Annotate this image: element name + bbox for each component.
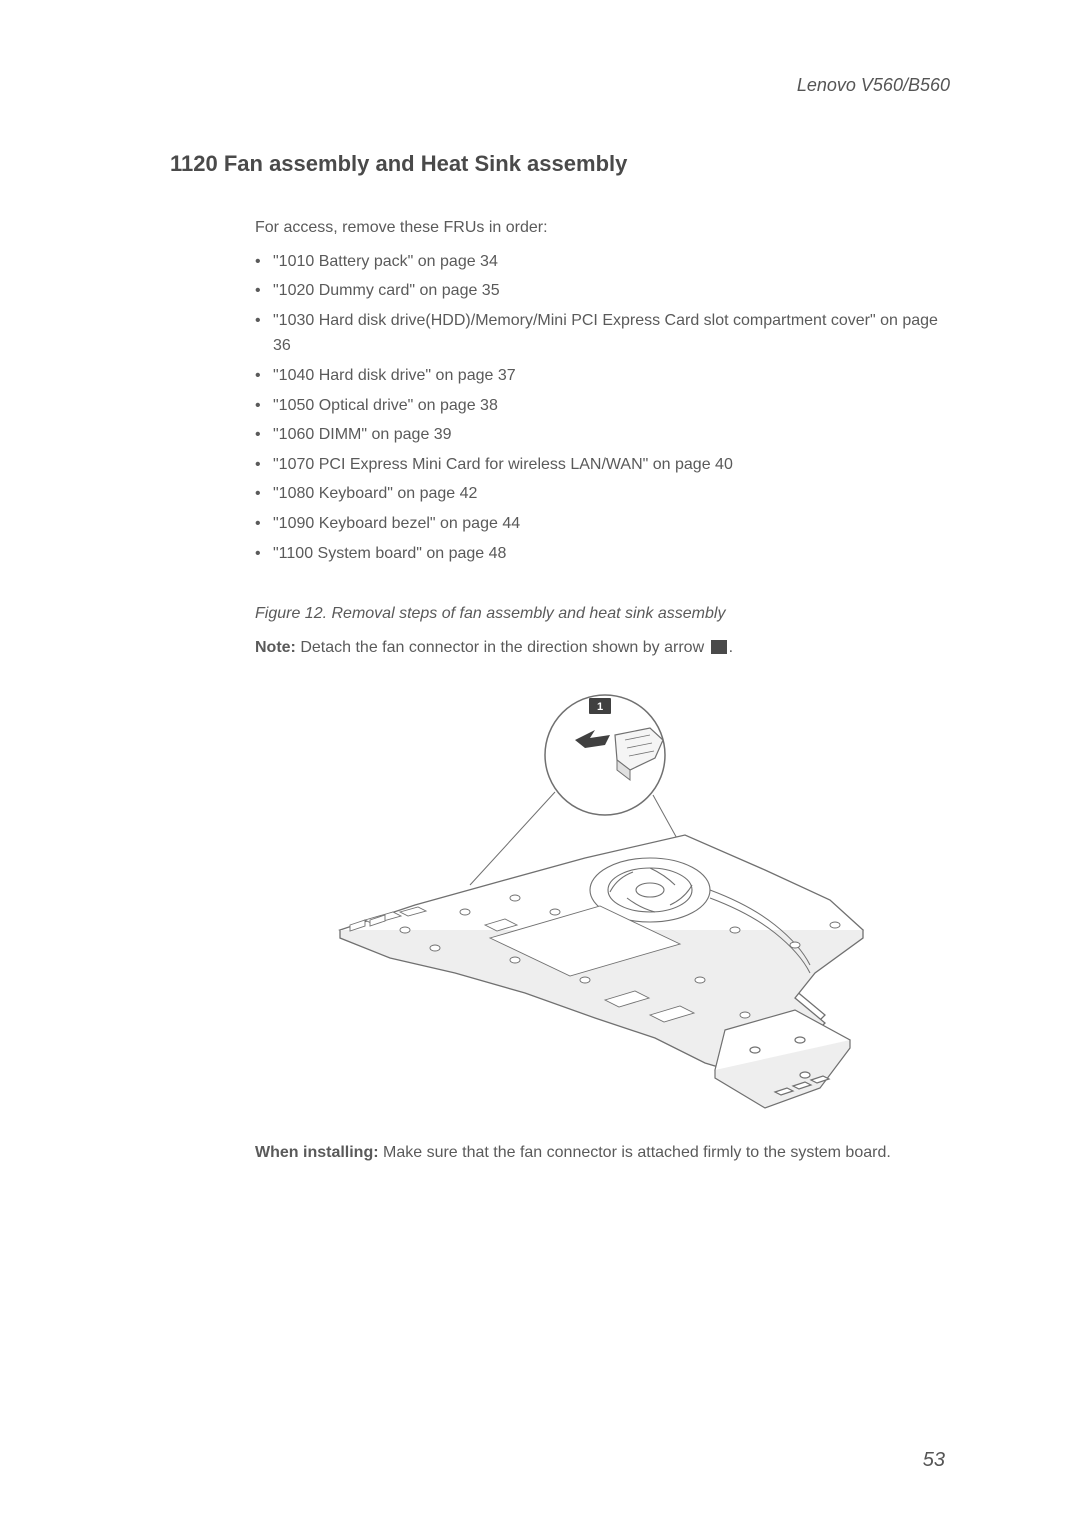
list-item: "1040 Hard disk drive" on page 37 <box>255 363 950 389</box>
note-text: Detach the fan connector in the directio… <box>296 639 709 656</box>
list-item: "1070 PCI Express Mini Card for wireless… <box>255 452 950 478</box>
note-line: Note: Detach the fan connector in the di… <box>255 635 950 661</box>
page-content: Lenovo V560/B560 1120 Fan assembly and H… <box>0 0 1080 1226</box>
diagram-svg: 1 <box>255 680 895 1110</box>
figure-caption: Figure 12. Removal steps of fan assembly… <box>255 601 950 627</box>
list-item: "1080 Keyboard" on page 42 <box>255 481 950 507</box>
diagram: 1 <box>255 680 895 1110</box>
arrow-marker-icon <box>711 640 727 654</box>
list-item: "1050 Optical drive" on page 38 <box>255 393 950 419</box>
install-label: When installing: <box>255 1144 379 1161</box>
header-product: Lenovo V560/B560 <box>170 75 950 96</box>
callout-badge: 1 <box>597 701 603 713</box>
section-title: 1120 Fan assembly and Heat Sink assembly <box>170 151 950 177</box>
list-item: "1060 DIMM" on page 39 <box>255 422 950 448</box>
install-note: When installing: Make sure that the fan … <box>255 1140 950 1166</box>
list-item: "1010 Battery pack" on page 34 <box>255 249 950 275</box>
note-label: Note: <box>255 639 296 656</box>
install-text: Make sure that the fan connector is atta… <box>379 1144 891 1161</box>
list-item: "1090 Keyboard bezel" on page 44 <box>255 511 950 537</box>
page-number: 53 <box>923 1449 945 1472</box>
list-item: "1030 Hard disk drive(HDD)/Memory/Mini P… <box>255 308 950 359</box>
list-item: "1100 System board" on page 48 <box>255 541 950 567</box>
body: For access, remove these FRUs in order: … <box>255 215 950 660</box>
list-item: "1020 Dummy card" on page 35 <box>255 278 950 304</box>
intro-text: For access, remove these FRUs in order: <box>255 215 950 241</box>
note-suffix: . <box>729 639 733 656</box>
callout-circle: 1 <box>545 695 665 815</box>
fru-list: "1010 Battery pack" on page 34 "1020 Dum… <box>255 249 950 567</box>
